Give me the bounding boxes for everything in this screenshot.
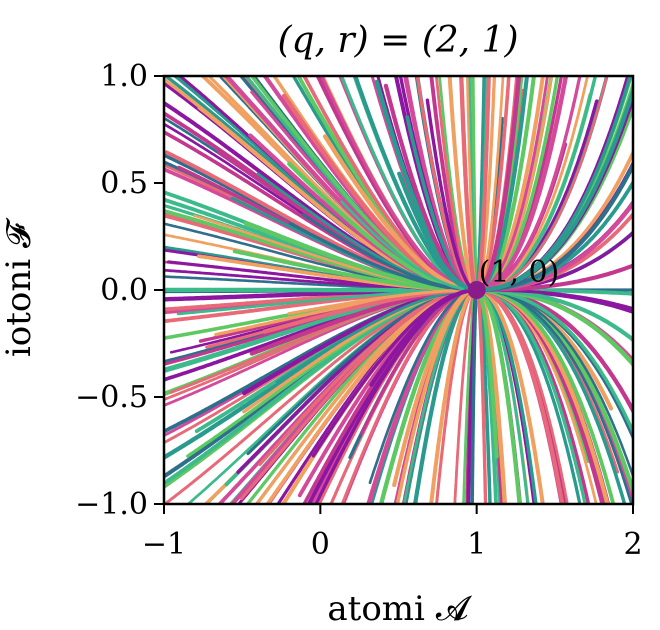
streamline [340,200,476,292]
y-axis-ticks: −1.0 −0.5 0.0 0.5 1.0 [75,59,164,522]
streamline [447,76,478,292]
x-tick-label: −1 [142,527,186,562]
streamline [476,288,633,480]
streamline [453,288,477,504]
streamline [476,288,522,504]
streamline [459,76,478,291]
streamline [320,76,477,292]
streamline [465,76,477,290]
streamline [435,288,476,504]
streamline [405,115,476,292]
streamline [462,289,477,504]
chart-title: (q, r) = (2, 1) [277,20,518,61]
fixed-point-label: (1, 0) [479,255,560,290]
streamline [478,76,609,292]
streamline [258,288,476,467]
streamline [475,288,488,504]
streamline [378,287,478,504]
streamline [429,288,476,504]
streamline [383,83,477,292]
streamline [340,288,476,504]
streamline [475,76,491,293]
streamline [477,288,545,504]
streamline [429,76,478,293]
streamline [476,76,522,293]
streamline [425,98,476,292]
streamline [475,287,508,504]
streamline [476,288,565,504]
streamline [477,288,538,504]
streamline [475,76,497,292]
streamline [477,288,633,436]
y-tick-label: −0.5 [75,380,148,415]
x-tick-label: 0 [311,527,330,562]
streamline [478,288,633,504]
streamline [477,161,633,293]
streamline [301,213,477,292]
x-tick-label: 1 [467,527,486,562]
streamline [476,76,598,292]
streamline [339,76,476,292]
y-tick-label: 1.0 [100,59,148,94]
y-tick-label: 0.5 [100,166,148,201]
y-axis-title: iotoni 𝓕 [0,217,39,357]
streamline [476,288,492,504]
streamline [412,288,476,504]
y-tick-label: 0.0 [100,273,148,308]
y-tick-label: −1.0 [75,487,148,522]
streamline [434,76,477,292]
streamline [392,287,478,488]
streamline [476,288,587,504]
streamline [476,288,616,504]
streamline [477,288,530,504]
streamline [477,76,511,292]
x-tick-label: 2 [623,527,642,562]
streamline [477,76,589,292]
streamline [476,76,536,292]
streamline [402,288,477,504]
streamline [369,287,478,387]
streamline [475,288,499,459]
streamline [476,76,529,293]
streamline [476,76,582,292]
streamline [478,76,549,292]
streamlines [164,76,633,504]
streamline [476,76,569,293]
streamline [397,171,476,292]
streamline [287,288,477,316]
streamline [477,76,505,291]
fixed-point-marker [467,281,486,299]
streamline [477,76,560,292]
streamline [477,288,569,504]
streamline [275,288,477,384]
streamline [353,76,477,292]
x-axis-ticks: −1 0 1 2 [142,504,643,562]
streamline [368,288,476,485]
streamline [322,134,477,293]
streamline [476,76,545,292]
streamline [405,76,476,292]
streamline [470,290,478,486]
streamline [477,76,633,292]
x-axis-title: atomi 𝓐 [327,589,472,629]
streamline [415,76,477,292]
